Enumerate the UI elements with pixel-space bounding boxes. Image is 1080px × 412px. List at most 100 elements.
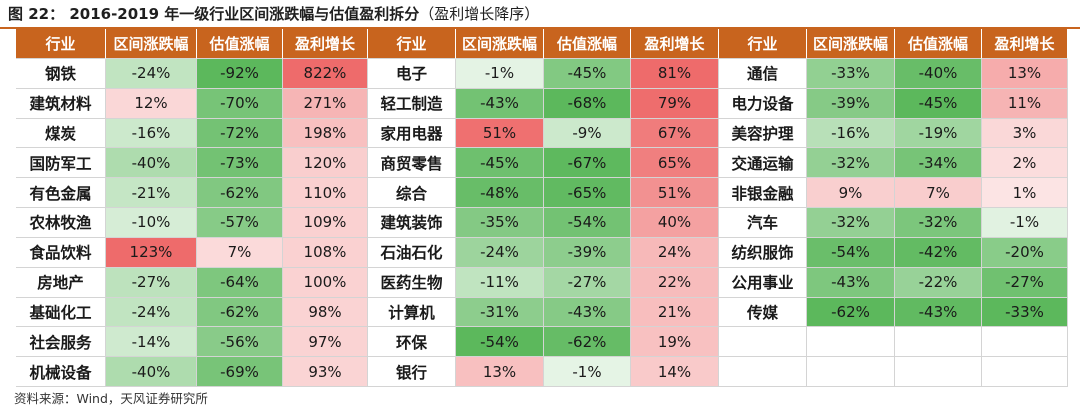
percent-cell: -40% (106, 357, 197, 387)
percent-cell: -45% (544, 58, 631, 89)
industry-name-cell: 食品饮料 (16, 237, 106, 268)
percent-cell: 100% (283, 267, 368, 298)
percent-cell: -68% (544, 88, 631, 119)
industry-name-cell: 汽车 (719, 208, 807, 238)
industry-name-cell: 房地产 (16, 267, 106, 298)
table-row: 机械设备 -40% -69% 93% 银行 13% -1% 14% (16, 357, 1078, 387)
header-cell: 估值涨幅 (197, 29, 283, 59)
percent-cell: -62% (197, 297, 283, 328)
percent-cell: 2% (982, 148, 1068, 179)
industry-name-cell: 钢铁 (16, 58, 106, 89)
percent-cell: 120% (283, 148, 368, 179)
percent-cell: -43% (895, 297, 982, 328)
percent-cell: -43% (807, 267, 895, 298)
percent-cell: 822% (283, 58, 368, 89)
percent-cell: -24% (106, 297, 197, 328)
percent-cell: 13% (982, 58, 1068, 89)
empty-cell (895, 327, 982, 358)
percent-cell: 109% (283, 208, 368, 238)
industry-name-cell: 轻工制造 (368, 88, 456, 119)
percent-cell: 97% (283, 327, 368, 358)
percent-cell: -72% (197, 118, 283, 149)
industry-name-cell: 建筑装饰 (368, 208, 456, 238)
industry-name-cell: 电力设备 (719, 88, 807, 119)
percent-cell: -54% (456, 327, 544, 358)
header-cell: 区间涨跌幅 (106, 29, 197, 59)
percent-cell: -54% (807, 237, 895, 268)
percent-cell: 24% (631, 237, 719, 268)
percent-cell: 67% (631, 118, 719, 149)
percent-cell: -33% (807, 58, 895, 89)
percent-cell: 13% (456, 357, 544, 387)
percent-cell: -45% (456, 148, 544, 179)
percent-cell: -24% (456, 237, 544, 268)
table-row: 钢铁 -24% -92% 822% 电子 -1% -45% 81% 通信 -33% -40% 13% (16, 58, 1078, 89)
percent-cell: 22% (631, 267, 719, 298)
percent-cell: -32% (807, 208, 895, 238)
header-cell: 区间涨跌幅 (807, 29, 895, 59)
percent-cell: 198% (283, 118, 368, 149)
industry-name-cell: 机械设备 (16, 357, 106, 387)
header-cell: 行业 (16, 29, 106, 59)
industry-name-cell: 综合 (368, 178, 456, 208)
percent-cell: 11% (982, 88, 1068, 119)
percent-cell: 14% (631, 357, 719, 387)
percent-cell: 7% (197, 237, 283, 268)
industry-name-cell: 通信 (719, 58, 807, 89)
header-cell: 区间涨跌幅 (456, 29, 544, 59)
percent-cell: -11% (456, 267, 544, 298)
percent-cell: 40% (631, 208, 719, 238)
empty-cell (719, 327, 807, 358)
percent-cell: 51% (456, 118, 544, 149)
percent-cell: -48% (456, 178, 544, 208)
percent-cell: -16% (807, 118, 895, 149)
header-cell: 估值涨幅 (544, 29, 631, 59)
percent-cell: 98% (283, 297, 368, 328)
header-cell: 估值涨幅 (895, 29, 982, 59)
table-row: 建筑材料 12% -70% 271% 轻工制造 -43% -68% 79% 电力设备 -39% -4… (16, 88, 1078, 119)
percent-cell: -27% (106, 267, 197, 298)
percent-cell: 19% (631, 327, 719, 358)
table-row: 煤炭 -16% -72% 198% 家用电器 51% -9% 67% 美容护理 -16% -19% 3… (16, 118, 1078, 149)
percent-cell: -1% (456, 58, 544, 89)
percent-cell: -9% (544, 118, 631, 149)
industry-name-cell: 建筑材料 (16, 88, 106, 119)
industry-name-cell: 美容护理 (719, 118, 807, 149)
empty-cell (719, 357, 807, 387)
percent-cell: -32% (895, 208, 982, 238)
percent-cell: -42% (895, 237, 982, 268)
percent-cell: 93% (283, 357, 368, 387)
percent-cell: 271% (283, 88, 368, 119)
percent-cell: -27% (544, 267, 631, 298)
percent-cell: -21% (106, 178, 197, 208)
industry-name-cell: 社会服务 (16, 327, 106, 358)
percent-cell: -10% (106, 208, 197, 238)
header-cell: 行业 (368, 29, 456, 59)
industry-name-cell: 纺织服饰 (719, 237, 807, 268)
industry-name-cell: 计算机 (368, 297, 456, 328)
industry-name-cell: 国防军工 (16, 148, 106, 179)
percent-cell: 123% (106, 237, 197, 268)
percent-cell: -70% (197, 88, 283, 119)
table-row: 基础化工 -24% -62% 98% 计算机 -31% -43% 21% 传媒 -62% -43% -… (16, 297, 1078, 328)
empty-cell (982, 327, 1068, 358)
percent-cell: -67% (544, 148, 631, 179)
empty-cell (982, 357, 1068, 387)
data-table: 行业 区间涨跌幅 估值涨幅 盈利增长 行业 区间涨跌幅 估值涨幅 盈利增长 行业… (16, 29, 1078, 387)
industry-name-cell: 交通运输 (719, 148, 807, 179)
percent-cell: -57% (197, 208, 283, 238)
industry-name-cell: 有色金属 (16, 178, 106, 208)
industry-name-cell: 银行 (368, 357, 456, 387)
percent-cell: 51% (631, 178, 719, 208)
industry-name-cell: 公用事业 (719, 267, 807, 298)
industry-name-cell: 石油石化 (368, 237, 456, 268)
header-cell: 行业 (719, 29, 807, 59)
percent-cell: -16% (106, 118, 197, 149)
percent-cell: -1% (544, 357, 631, 387)
percent-cell: -27% (982, 267, 1068, 298)
title-main: 图 22： 2016-2019 年一级行业区间涨跌幅与估值盈利拆分 (8, 5, 420, 23)
percent-cell: -40% (106, 148, 197, 179)
table-row: 食品饮料 123% 7% 108% 石油石化 -24% -39% 24% 纺织服饰 -54% -42… (16, 237, 1078, 268)
title-rule (0, 27, 1080, 29)
percent-cell: -33% (982, 297, 1068, 328)
